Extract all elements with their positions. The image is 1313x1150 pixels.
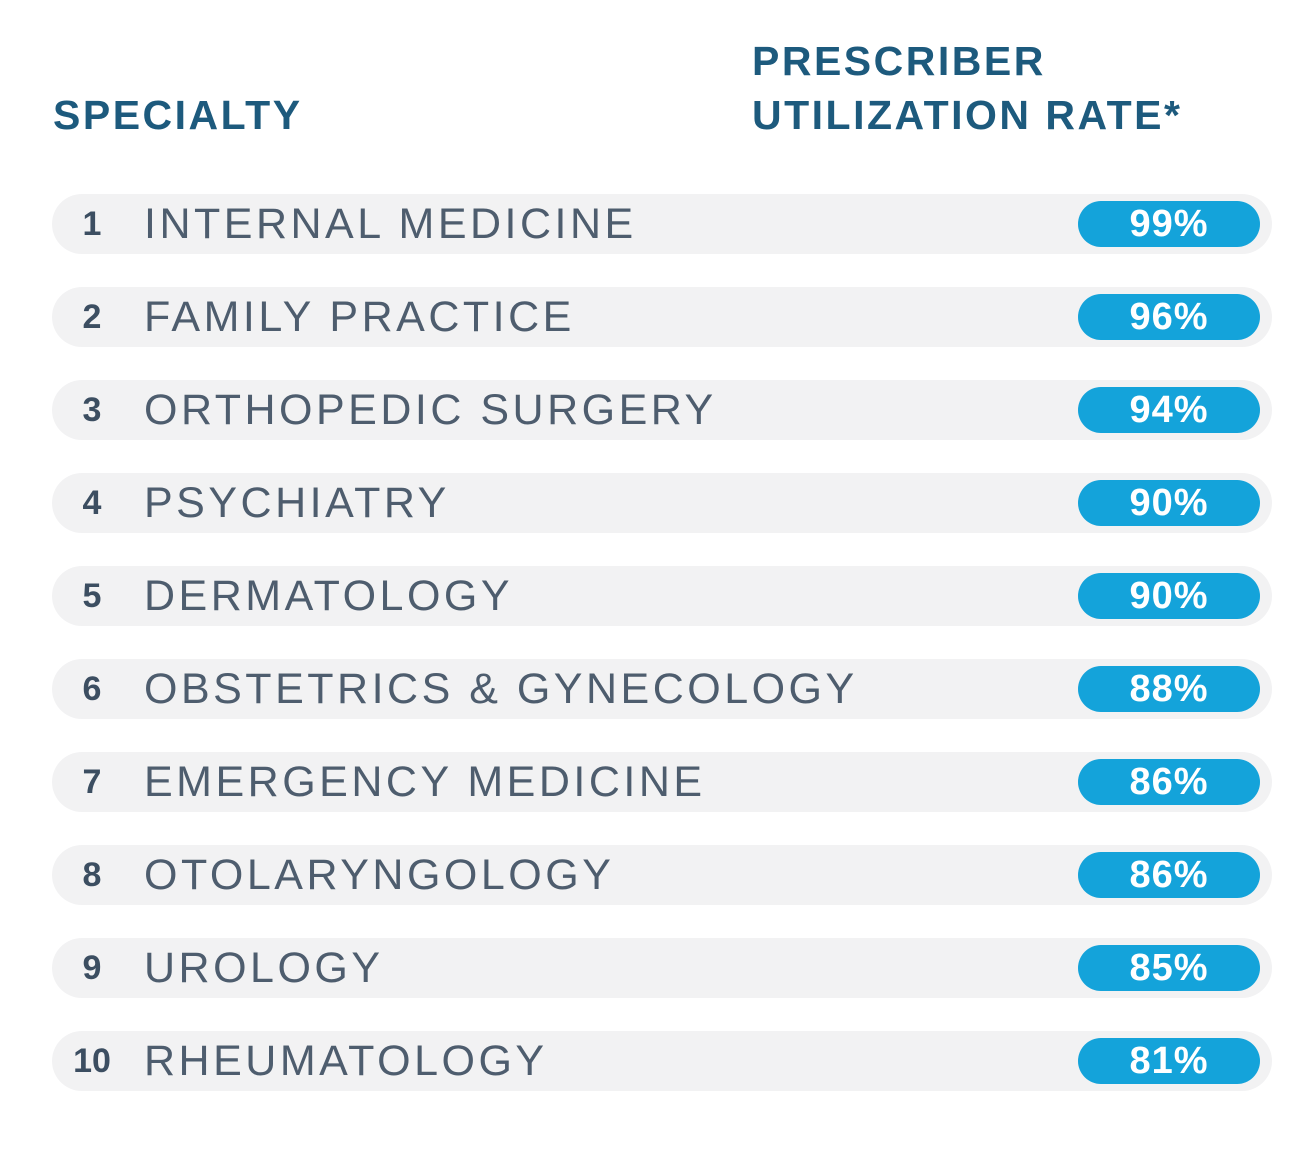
specialty-label: DERMATOLOGY <box>144 571 514 620</box>
utilization-rate-badge: 86% <box>1078 852 1260 898</box>
utilization-rate-badge: 86% <box>1078 759 1260 805</box>
table-row: 9 UROLOGY 85% <box>52 938 1272 998</box>
utilization-rate-badge: 90% <box>1078 480 1260 526</box>
utilization-rate-header-line2: UTILIZATION RATE* <box>752 92 1183 138</box>
table-row: 7 EMERGENCY MEDICINE 86% <box>52 752 1272 812</box>
utilization-rate-badge: 96% <box>1078 294 1260 340</box>
table-row: 1 INTERNAL MEDICINE 99% <box>52 194 1272 254</box>
utilization-rate-badge: 90% <box>1078 573 1260 619</box>
utilization-rate-badge: 94% <box>1078 387 1260 433</box>
table-row: 8 OTOLARYNGOLOGY 86% <box>52 845 1272 905</box>
rank-label: 1 <box>82 204 102 243</box>
rank-label: 3 <box>82 390 102 429</box>
specialty-rank-list: 1 INTERNAL MEDICINE 99% 2 FAMILY PRACTIC… <box>52 194 1272 1091</box>
utilization-rate-badge: 85% <box>1078 945 1260 991</box>
utilization-rate-badge: 81% <box>1078 1038 1260 1084</box>
table-row: 3 ORTHOPEDIC SURGERY 94% <box>52 380 1272 440</box>
rank-label: 9 <box>82 948 102 987</box>
rank-label: 5 <box>82 576 102 615</box>
table-row: 2 FAMILY PRACTICE 96% <box>52 287 1272 347</box>
rank-label: 2 <box>82 297 102 336</box>
specialty-label: OTOLARYNGOLOGY <box>144 850 615 899</box>
utilization-rate-header-line1: PRESCRIBER <box>752 38 1046 84</box>
specialty-label: EMERGENCY MEDICINE <box>144 757 706 806</box>
table-row: 4 PSYCHIATRY 90% <box>52 473 1272 533</box>
utilization-rate-badge: 99% <box>1078 201 1260 247</box>
utilization-rate-badge: 88% <box>1078 666 1260 712</box>
table-row: 5 DERMATOLOGY 90% <box>52 566 1272 626</box>
rank-label: 10 <box>73 1041 111 1080</box>
rank-label: 7 <box>82 762 102 801</box>
specialty-label: FAMILY PRACTICE <box>144 292 575 341</box>
rank-label: 8 <box>82 855 102 894</box>
rank-label: 6 <box>82 669 102 708</box>
specialty-label: PSYCHIATRY <box>144 478 450 527</box>
rank-label: 4 <box>82 483 102 522</box>
specialty-label: UROLOGY <box>144 943 384 992</box>
table-row: 6 OBSTETRICS & GYNECOLOGY 88% <box>52 659 1272 719</box>
specialty-label: INTERNAL MEDICINE <box>144 199 637 248</box>
table-row: 10 RHEUMATOLOGY 81% <box>52 1031 1272 1091</box>
specialty-label: OBSTETRICS & GYNECOLOGY <box>144 664 858 713</box>
utilization-rate-column-header: PRESCRIBER UTILIZATION RATE* <box>752 34 1182 142</box>
specialty-label: RHEUMATOLOGY <box>144 1036 548 1085</box>
specialty-column-header: SPECIALTY <box>53 92 303 138</box>
specialty-label: ORTHOPEDIC SURGERY <box>144 385 717 434</box>
